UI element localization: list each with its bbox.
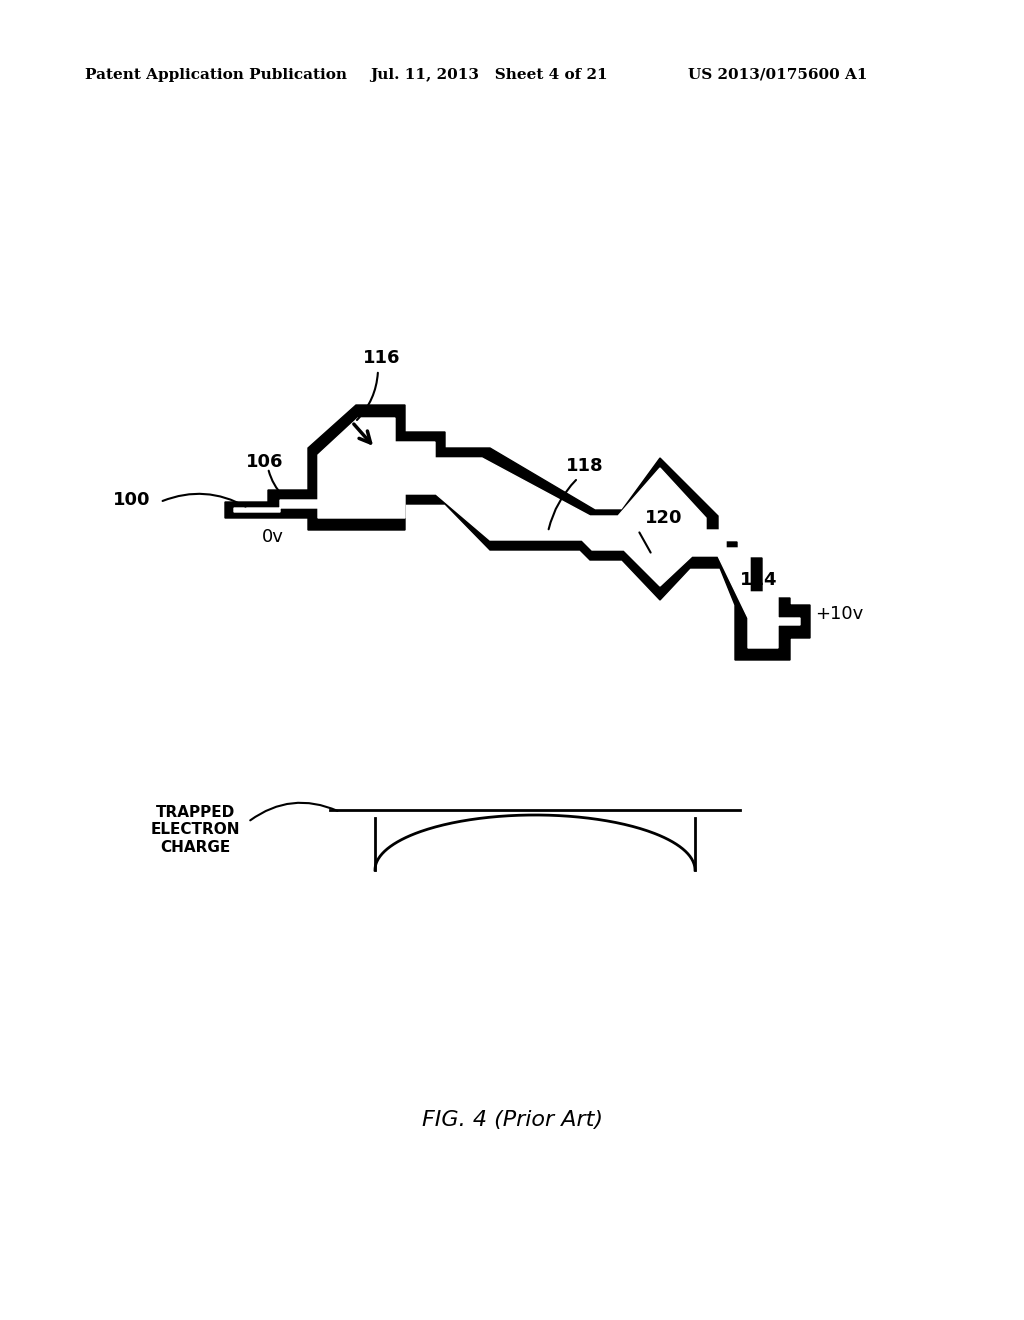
Text: US 2013/0175600 A1: US 2013/0175600 A1	[688, 69, 867, 82]
Polygon shape	[234, 418, 800, 648]
Text: Patent Application Publication: Patent Application Publication	[85, 69, 347, 82]
Text: 118: 118	[566, 457, 604, 475]
Text: 0v: 0v	[262, 528, 284, 546]
Text: TRAPPED
ELECTRON
CHARGE: TRAPPED ELECTRON CHARGE	[151, 805, 240, 855]
Text: +10v: +10v	[815, 605, 863, 623]
Text: 100: 100	[113, 491, 150, 510]
Polygon shape	[225, 405, 810, 660]
Text: 114: 114	[740, 572, 777, 589]
Text: 106: 106	[246, 453, 284, 471]
Text: 116: 116	[364, 348, 400, 367]
Text: 120: 120	[645, 510, 683, 527]
Text: Jul. 11, 2013   Sheet 4 of 21: Jul. 11, 2013 Sheet 4 of 21	[370, 69, 607, 82]
Text: FIG. 4 (Prior Art): FIG. 4 (Prior Art)	[422, 1110, 602, 1130]
